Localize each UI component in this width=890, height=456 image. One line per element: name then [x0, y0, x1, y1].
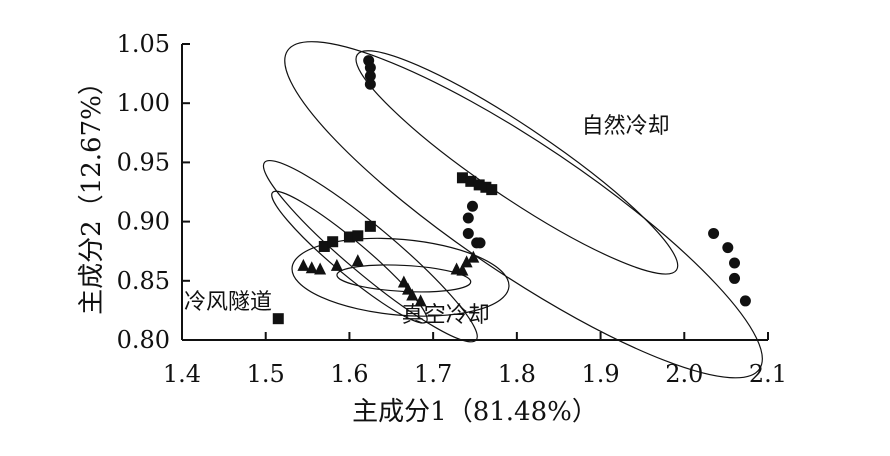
point-triangle [414, 294, 427, 307]
x-tick-label: 1.9 [581, 360, 619, 388]
annotation-label: 自然冷却 [582, 114, 670, 139]
x-tick-label: 1.5 [247, 360, 285, 388]
point-circle [722, 242, 734, 254]
point-triangle [406, 288, 419, 301]
x-tick-label: 1.6 [330, 360, 368, 388]
point-circle [364, 70, 376, 82]
annotation-label: 真空冷却 [402, 303, 490, 328]
point-circle [364, 78, 376, 90]
y-tick-label: 0.95 [117, 148, 170, 176]
point-square [343, 231, 355, 243]
point-triangle [467, 250, 480, 263]
x-tick-label: 1.4 [163, 360, 201, 388]
point-triangle [397, 275, 410, 288]
x-tick-label: 1.7 [414, 360, 452, 388]
point-circle [364, 62, 376, 74]
point-circle [466, 200, 478, 212]
point-square [364, 220, 376, 232]
point-triangle [456, 263, 469, 276]
point-circle [462, 212, 474, 224]
y-tick-label: 0.85 [117, 267, 170, 295]
point-circle [729, 257, 741, 269]
point-circle [739, 295, 751, 307]
x-tick-label: 2.1 [749, 360, 787, 388]
point-triangle [351, 254, 364, 267]
point-circle [729, 272, 741, 284]
point-circle [462, 227, 474, 239]
point-square [272, 313, 284, 325]
point-square [480, 181, 492, 193]
ellipse-真空冷却-inner [336, 264, 472, 293]
annotation-label: 冷风隧道 [184, 290, 272, 315]
point-triangle [330, 258, 343, 271]
x-tick-label: 1.8 [498, 360, 536, 388]
point-square [473, 179, 485, 191]
point-square [465, 175, 477, 187]
y-axis-title: 主成分2（12.67%） [77, 69, 107, 315]
data-points [272, 55, 751, 325]
y-tick-label: 1.05 [117, 30, 170, 58]
point-square [327, 236, 339, 248]
y-tick-label: 0.80 [117, 326, 170, 354]
point-square [486, 184, 498, 196]
point-circle [708, 227, 720, 239]
axes [181, 44, 768, 341]
ticks [181, 43, 769, 341]
point-square [456, 172, 468, 184]
ellipse-自然冷却-outer [284, 41, 763, 379]
point-square [352, 230, 364, 242]
ellipse-自然冷却-inner [355, 50, 679, 275]
x-axis-title: 主成分1（81.48%） [352, 397, 598, 427]
point-triangle [460, 255, 473, 268]
point-circle [474, 237, 486, 249]
point-triangle [314, 262, 327, 275]
y-tick-label: 1.00 [117, 89, 170, 117]
point-triangle [297, 258, 310, 271]
y-tick-label: 0.90 [117, 208, 170, 236]
x-tick-label: 2.0 [665, 360, 703, 388]
point-triangle [305, 261, 318, 274]
tick-labels: 1.4 1.5 1.6 1.7 1.8 1.9 2.0 2.1 0.80 0.85 0.90 0.95… [117, 30, 788, 388]
point-square [318, 240, 330, 252]
ellipse-真空冷却-outer [291, 237, 510, 317]
